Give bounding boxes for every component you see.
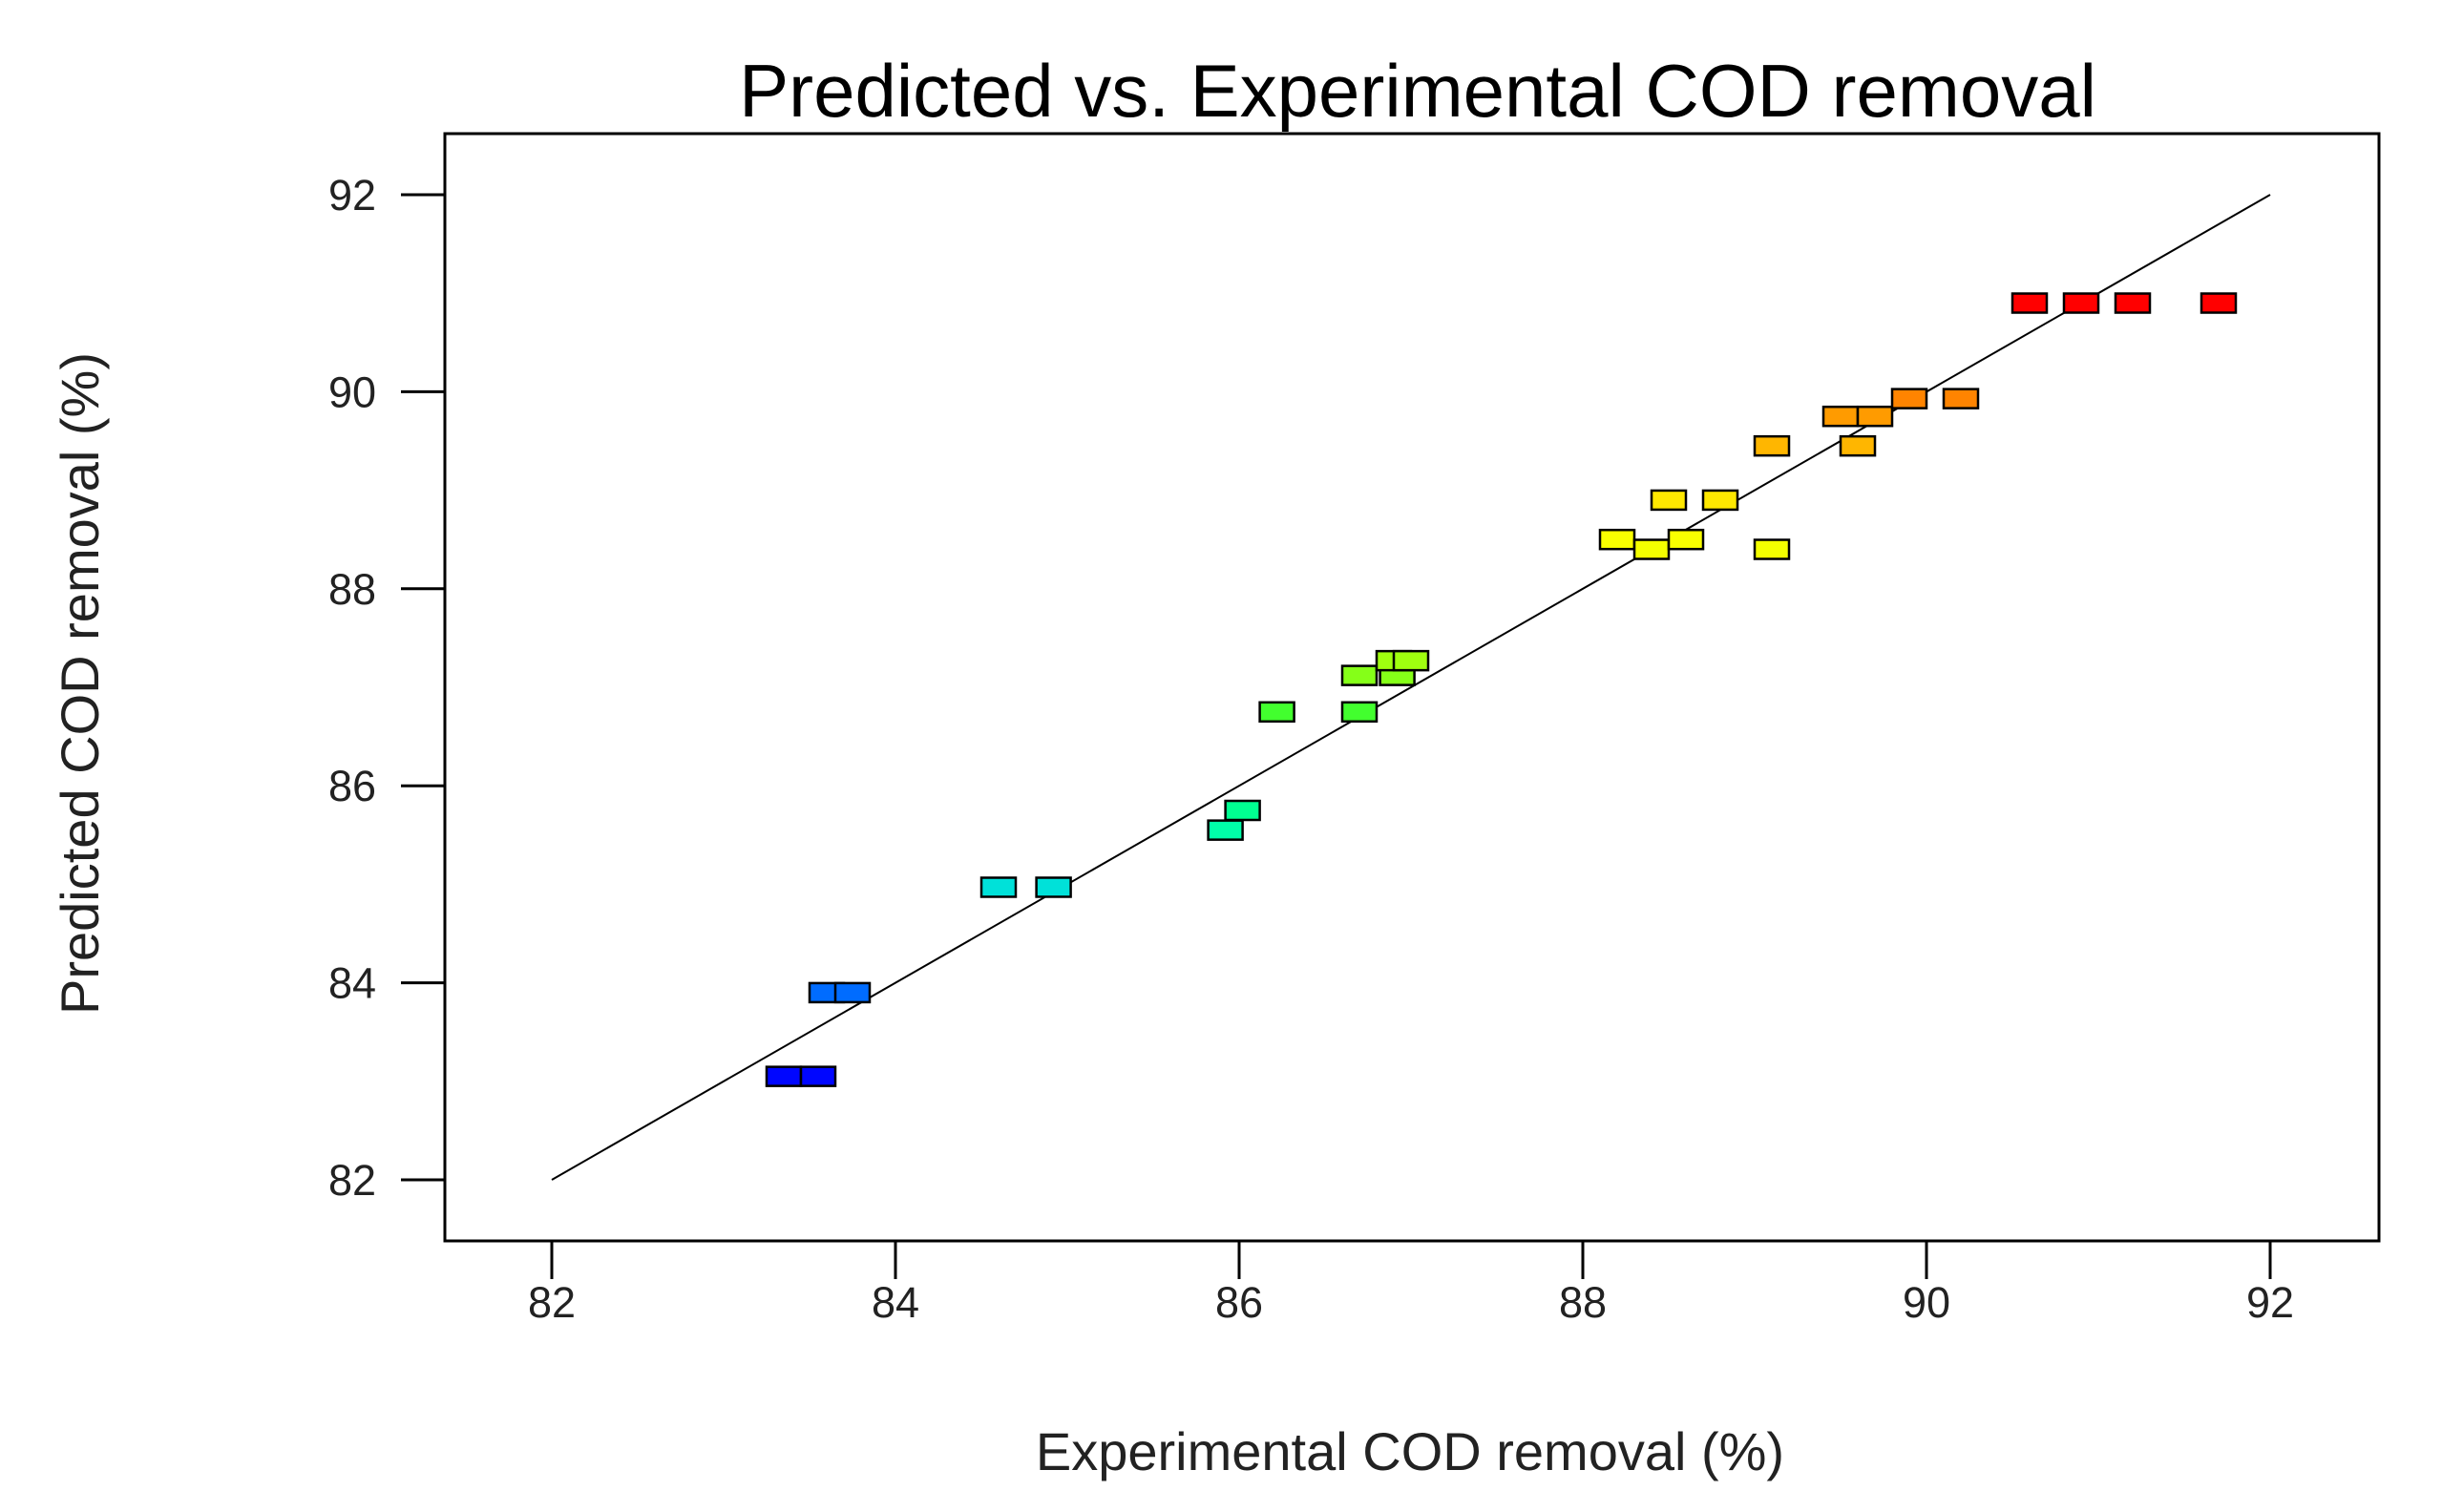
data-point (2010, 292, 2049, 314)
data-point (799, 1065, 837, 1087)
y-tick-label: 82 (328, 1156, 376, 1205)
data-point (1224, 799, 1261, 822)
data-point (1942, 388, 1980, 410)
data-point (1340, 664, 1379, 686)
x-tick-label: 84 (872, 1278, 919, 1327)
data-point (1821, 405, 1860, 428)
data-point (1035, 876, 1072, 898)
x-tick-label: 86 (1215, 1278, 1263, 1327)
data-point (1650, 489, 1688, 512)
data-point (2200, 292, 2238, 314)
y-axis-label: Predicted COD removal (%) (50, 352, 110, 1015)
data-point (833, 981, 872, 1004)
data-points (765, 292, 2238, 1087)
data-point (1392, 649, 1430, 672)
data-point (1207, 819, 1244, 841)
data-point (1340, 701, 1379, 724)
x-axis: 82 84 86 88 90 92 (528, 1241, 2294, 1327)
data-point (979, 876, 1018, 898)
data-point (1632, 538, 1671, 560)
y-axis: 82 84 86 88 90 92 (328, 171, 445, 1205)
y-tick-label: 92 (328, 171, 376, 220)
plot-frame (443, 132, 2381, 1243)
data-point (1890, 388, 1928, 410)
y-tick-label: 84 (328, 959, 376, 1008)
y-tick-label: 86 (328, 762, 376, 810)
data-point (1701, 489, 1739, 512)
y-tick-label: 88 (328, 565, 376, 614)
data-point (1753, 434, 1791, 457)
x-tick-label: 88 (1559, 1278, 1607, 1327)
y-tick-label: 90 (328, 368, 376, 416)
data-point (765, 1065, 803, 1087)
data-point (1839, 434, 1877, 457)
reference-line (551, 194, 2271, 1181)
data-point (1258, 701, 1295, 724)
x-tick-label: 92 (2246, 1278, 2294, 1327)
x-tick-label: 82 (528, 1278, 576, 1327)
x-axis-label: Experimental COD removal (%) (1036, 1421, 1784, 1481)
data-point (2062, 292, 2100, 314)
data-point (1856, 405, 1894, 428)
data-point (2114, 292, 2152, 314)
data-point (1598, 528, 1636, 551)
chart-title: Predicted vs. Experimental COD removal (739, 49, 2096, 133)
data-point (1753, 538, 1791, 560)
data-point (1667, 528, 1705, 551)
x-tick-label: 90 (1903, 1278, 1950, 1327)
